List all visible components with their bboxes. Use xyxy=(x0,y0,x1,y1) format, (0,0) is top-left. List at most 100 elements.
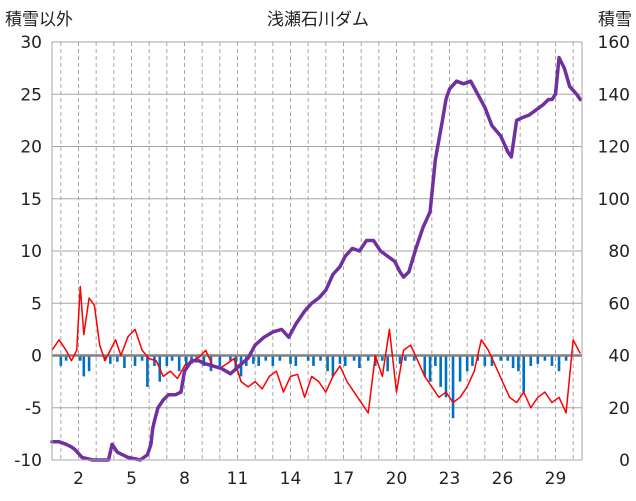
precipitation-bar xyxy=(386,355,389,372)
precipitation-bar xyxy=(434,355,437,366)
precipitation-bar xyxy=(358,355,361,369)
temperature-series xyxy=(51,285,581,414)
precipitation-bar xyxy=(398,355,402,364)
precipitation-bar xyxy=(404,355,407,361)
precipitation-bar xyxy=(116,355,119,362)
precipitation-bar xyxy=(529,355,533,366)
precipitation-bar xyxy=(506,355,510,361)
plot-frame xyxy=(51,41,583,461)
precipitation-bar xyxy=(229,355,232,361)
precipitation-bar xyxy=(428,355,432,382)
precipitation-bar xyxy=(366,355,370,361)
precipitation-bar xyxy=(133,355,137,366)
right-tick-label: 0 xyxy=(619,451,630,471)
precipitation-bar xyxy=(381,355,384,361)
right-tick-label: 80 xyxy=(608,242,630,262)
left-tick-label: 15 xyxy=(20,190,42,210)
precipitation-bar xyxy=(184,355,188,366)
precipitation-bar xyxy=(564,355,568,361)
precipitation-bar xyxy=(218,355,222,366)
right-tick-label: 100 xyxy=(598,190,630,210)
x-tick-label: 14 xyxy=(280,469,302,489)
left-tick-label: 30 xyxy=(20,33,42,53)
left-axis-title: 積雪以外 xyxy=(5,10,73,30)
precipitation-bar xyxy=(499,355,503,361)
precipitation-bar xyxy=(331,355,335,377)
chart-title: 浅瀬石川ダム xyxy=(267,10,369,30)
precipitation-bar xyxy=(252,355,255,364)
precipitation-bar xyxy=(271,355,275,366)
precipitation-bar xyxy=(338,355,342,364)
precipitation-bar xyxy=(165,355,169,366)
precipitation-bar xyxy=(439,355,442,387)
left-tick-label: 10 xyxy=(20,242,42,262)
x-tick-label: 2 xyxy=(73,469,84,489)
x-tick-label: 5 xyxy=(126,469,137,489)
right-tick-label: 40 xyxy=(608,347,630,367)
precipitation-bar xyxy=(451,355,455,419)
x-tick-label: 11 xyxy=(227,469,249,489)
precipitation-bar xyxy=(78,355,82,361)
x-tick-label: 29 xyxy=(545,469,567,489)
precipitation-bar xyxy=(536,355,540,364)
precipitation-bar xyxy=(343,355,347,366)
precipitation-bar xyxy=(550,355,554,366)
precipitation-bar xyxy=(202,355,206,366)
precipitation-bar xyxy=(543,355,547,361)
precipitation-bar xyxy=(511,355,515,369)
right-tick-label: 60 xyxy=(608,294,630,314)
precipitation-bar xyxy=(412,355,416,361)
temperature-line xyxy=(51,285,581,414)
precipitation-bar xyxy=(64,355,68,361)
left-tick-label: 20 xyxy=(20,138,42,158)
precipitation-bar xyxy=(289,355,292,364)
precipitation-bar xyxy=(517,355,520,372)
right-tick-label: 20 xyxy=(608,399,630,419)
left-tick-label: 0 xyxy=(31,347,42,367)
x-tick-label: 8 xyxy=(179,469,190,489)
precipitation-bar xyxy=(294,355,298,366)
precipitation-bar xyxy=(82,355,86,377)
precipitation-bar xyxy=(140,355,144,361)
precipitation-bar xyxy=(444,355,448,398)
right-tick-label: 140 xyxy=(598,85,630,105)
precipitation-bar xyxy=(170,355,174,361)
x-tick-label: 20 xyxy=(386,469,408,489)
precipitation-bar xyxy=(177,355,181,372)
snow-depth-series xyxy=(50,55,582,462)
precipitation-bar xyxy=(326,355,329,372)
precipitation-bars xyxy=(59,355,568,419)
x-tick-label: 23 xyxy=(439,469,461,489)
precipitation-bar xyxy=(465,355,469,372)
precipitation-bar xyxy=(352,355,356,361)
precipitation-bar xyxy=(87,355,91,372)
precipitation-bar xyxy=(257,355,260,366)
x-tick-label: 26 xyxy=(492,469,514,489)
precipitation-bar xyxy=(306,355,310,361)
precipitation-bar xyxy=(557,355,561,372)
precipitation-bar xyxy=(59,355,63,366)
precipitation-bar xyxy=(522,355,525,393)
grid xyxy=(52,41,582,461)
precipitation-bar xyxy=(490,355,494,366)
x-tick-label: 17 xyxy=(333,469,355,489)
right-axis-title: 積雪 xyxy=(598,10,632,30)
precipitation-bar xyxy=(471,355,474,366)
left-tick-label: -10 xyxy=(14,451,42,471)
precipitation-bar xyxy=(103,355,107,361)
precipitation-bar xyxy=(458,355,462,382)
precipitation-bar xyxy=(483,355,487,366)
snow-depth-line xyxy=(50,55,582,462)
precipitation-bar xyxy=(109,355,112,364)
left-tick-label: -5 xyxy=(25,399,42,419)
precipitation-bar xyxy=(146,355,149,387)
precipitation-bar xyxy=(319,355,322,361)
precipitation-bar xyxy=(123,355,126,369)
precipitation-bar xyxy=(423,355,427,377)
precipitation-bar xyxy=(264,355,268,361)
right-tick-label: 160 xyxy=(598,33,630,53)
left-tick-label: 25 xyxy=(20,85,42,105)
